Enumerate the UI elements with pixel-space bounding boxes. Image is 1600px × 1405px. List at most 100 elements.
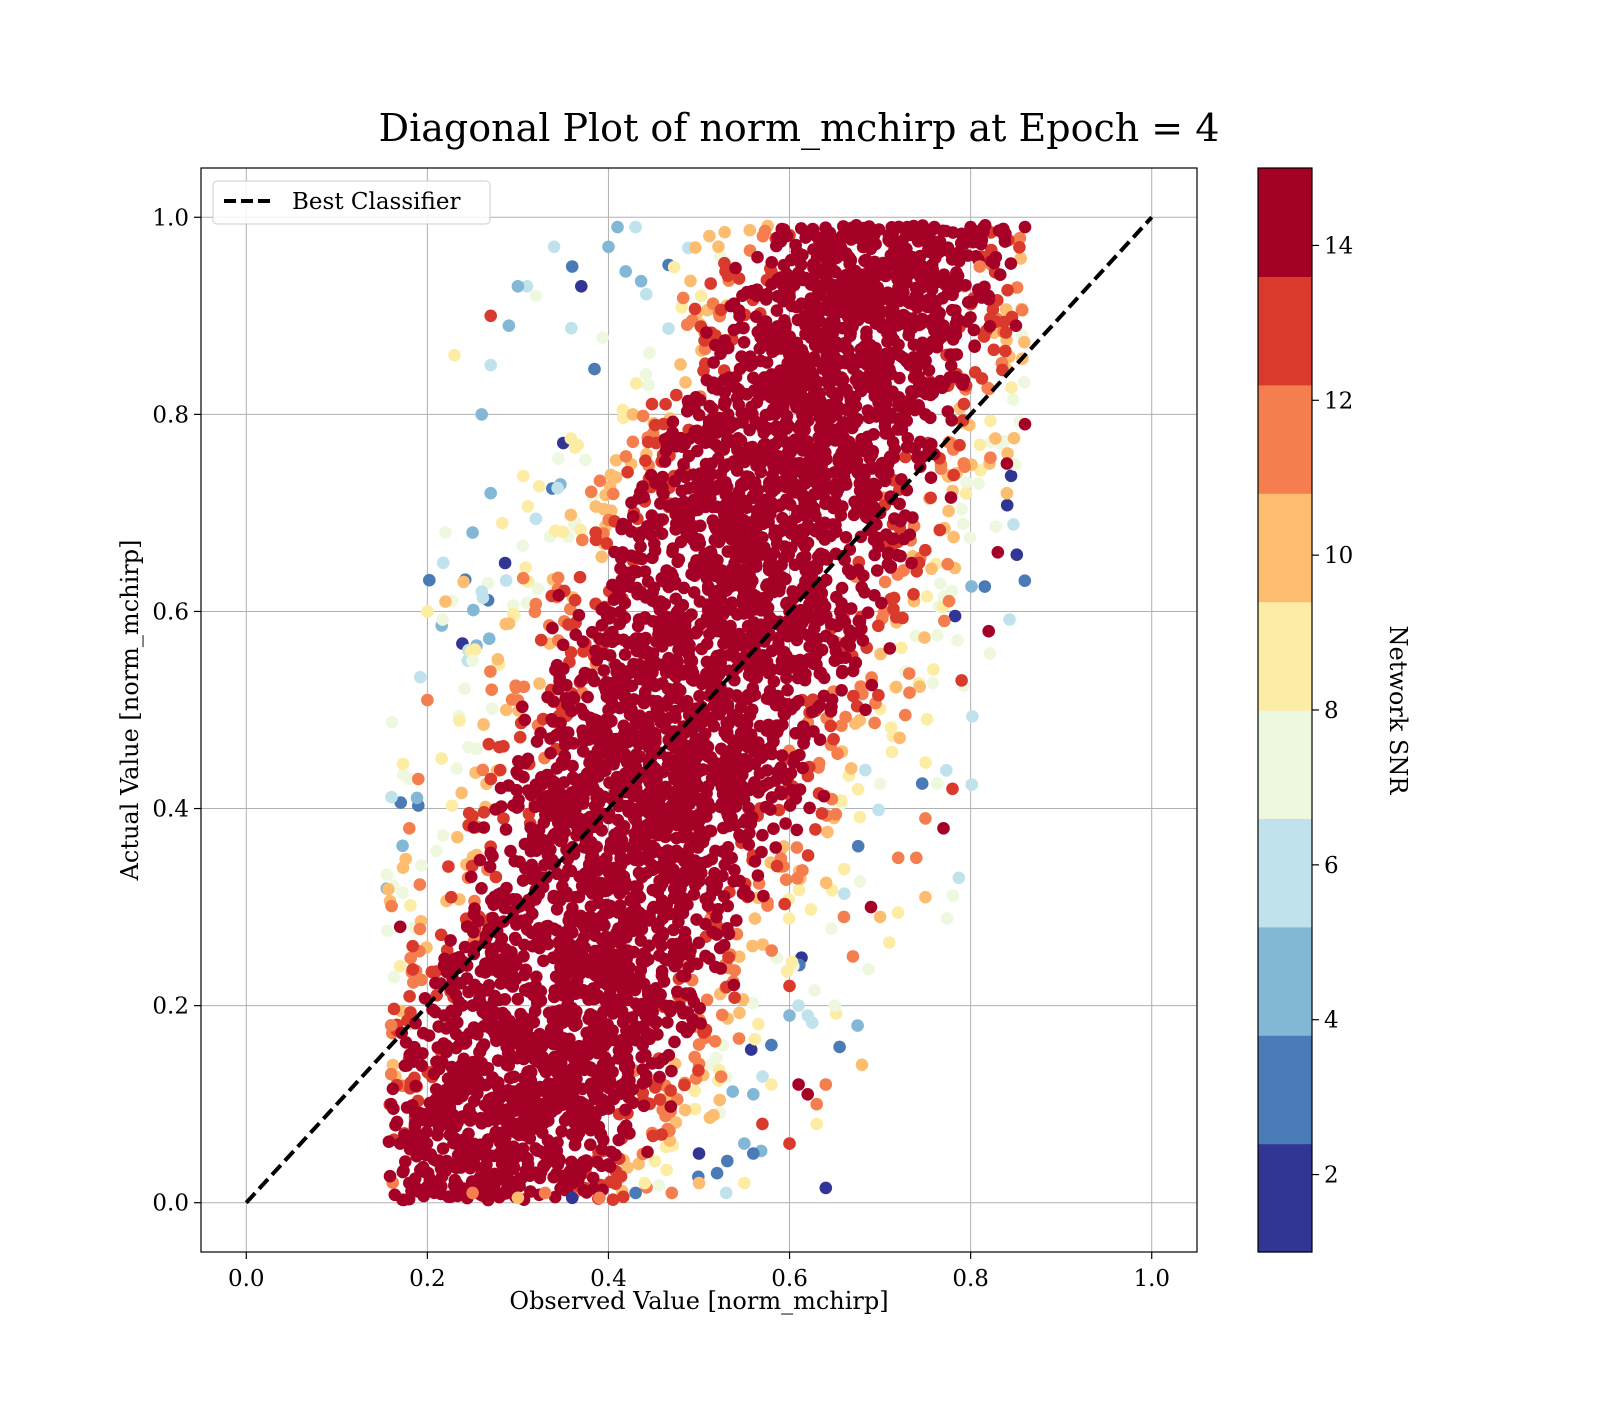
scatter-point <box>465 871 478 884</box>
scatter-point <box>478 806 491 819</box>
scatter-point <box>448 1179 461 1192</box>
scatter-point <box>446 799 459 812</box>
scatter-point <box>780 873 793 886</box>
scatter-point <box>640 368 653 381</box>
scatter-point <box>818 790 831 803</box>
scatter-point <box>772 435 785 448</box>
scatter-point <box>717 822 730 835</box>
scatter-point <box>598 664 611 677</box>
scatter-point <box>810 649 823 662</box>
scatter-point <box>664 1084 677 1097</box>
scatter-point <box>895 292 908 305</box>
scatter-point <box>505 977 518 990</box>
scatter-point <box>678 1079 691 1092</box>
scatter-point <box>627 436 640 449</box>
scatter-point <box>488 994 501 1007</box>
scatter-point <box>846 273 859 286</box>
scatter-point <box>759 438 772 451</box>
scatter-point <box>691 625 704 638</box>
scatter-point <box>476 964 489 977</box>
scatter-point <box>543 1060 556 1073</box>
scatter-point <box>508 855 521 868</box>
scatter-point <box>636 480 649 493</box>
scatter-point <box>658 857 671 870</box>
scatter-point <box>484 860 497 873</box>
scatter-point <box>437 1142 450 1155</box>
scatter-point <box>618 820 631 833</box>
scatter-point <box>557 639 570 652</box>
scatter-point <box>771 860 784 873</box>
scatter-point <box>573 609 586 622</box>
scatter-point <box>699 918 712 931</box>
scatter-point <box>663 683 676 696</box>
scatter-point <box>941 912 954 925</box>
scatter-point <box>597 602 610 615</box>
scatter-point <box>623 800 636 813</box>
scatter-point <box>383 1135 396 1148</box>
scatter-point <box>853 615 866 628</box>
scatter-point <box>660 611 673 624</box>
scatter-point <box>746 358 759 371</box>
scatter-point <box>433 1096 446 1109</box>
scatter-point <box>668 1036 681 1049</box>
scatter-point <box>789 524 802 537</box>
scatter-point <box>488 1150 501 1163</box>
scatter-point <box>749 912 762 925</box>
scatter-point <box>677 738 690 751</box>
scatter-point <box>695 643 708 656</box>
scatter-point <box>529 1142 542 1155</box>
scatter-point <box>751 511 764 524</box>
scatter-point <box>865 461 878 474</box>
scatter-point <box>915 317 928 330</box>
scatter-point <box>951 634 964 647</box>
scatter-point <box>420 1126 433 1139</box>
scatter-point <box>517 572 530 585</box>
scatter-point <box>909 266 922 279</box>
scatter-point <box>947 889 960 902</box>
scatter-point <box>936 292 949 305</box>
scatter-point <box>552 572 565 585</box>
scatter-point <box>653 1057 666 1070</box>
scatter-point <box>901 441 914 454</box>
scatter-point <box>754 342 767 355</box>
scatter-point <box>774 328 787 341</box>
scatter-point <box>872 804 885 817</box>
scatter-point <box>740 446 753 459</box>
scatter-point <box>679 471 692 484</box>
scatter-point <box>667 416 680 429</box>
scatter-point <box>802 849 815 862</box>
scatter-point <box>550 729 563 742</box>
scatter-point <box>743 838 756 851</box>
scatter-point <box>597 745 610 758</box>
scatter-point <box>476 1061 489 1074</box>
scatter-point <box>552 589 565 602</box>
scatter-point <box>863 412 876 425</box>
scatter-point <box>517 470 530 483</box>
scatter-point <box>661 844 674 857</box>
scatter-point <box>815 431 828 444</box>
scatter-point <box>882 558 895 571</box>
scatter-point <box>689 303 702 316</box>
scatter-point <box>557 1016 570 1029</box>
scatter-point <box>660 899 673 912</box>
scatter-point <box>866 679 879 692</box>
scatter-point <box>807 262 820 275</box>
scatter-point <box>947 469 960 482</box>
scatter-point <box>523 1034 536 1047</box>
scatter-point <box>671 985 684 998</box>
scatter-point <box>1008 432 1021 445</box>
scatter-point <box>989 432 1002 445</box>
scatter-point <box>830 305 843 318</box>
scatter-point <box>740 813 753 826</box>
scatter-point <box>1013 241 1026 254</box>
scatter-point <box>500 1144 513 1157</box>
scatter-point <box>439 1084 452 1097</box>
scatter-point <box>467 604 480 617</box>
scatter-point <box>837 437 850 450</box>
scatter-point <box>662 652 675 665</box>
scatter-point <box>820 877 833 890</box>
scatter-point <box>791 841 804 854</box>
scatter-point <box>659 999 672 1012</box>
scatter-point <box>870 387 883 400</box>
scatter-point <box>560 886 573 899</box>
